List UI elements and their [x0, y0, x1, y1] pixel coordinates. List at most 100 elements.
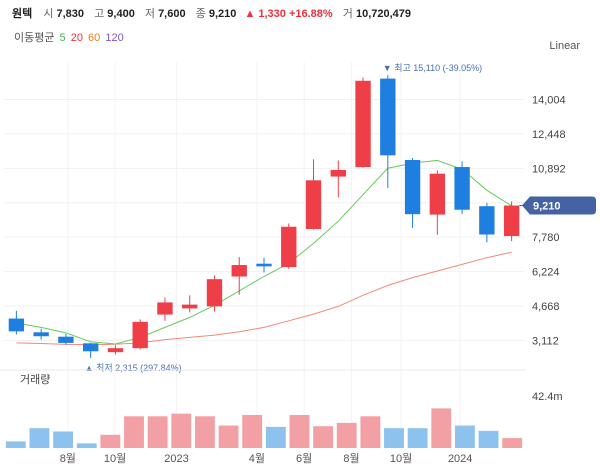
candle-body: [454, 167, 470, 210]
candle: [33, 328, 49, 340]
volume-bar: [265, 426, 286, 448]
y-tick-label: 10,892: [532, 163, 566, 175]
y-tick-label: 4,668: [532, 301, 560, 313]
candle: [132, 319, 148, 350]
candle: [82, 342, 99, 359]
volume-bar: [29, 428, 50, 448]
volume-tick-label: 42.4m: [532, 391, 563, 403]
candle-body: [107, 348, 124, 353]
candle-body: [355, 80, 371, 168]
scale-mode-button[interactable]: Linear: [549, 40, 580, 52]
candle-body: [330, 169, 346, 177]
candle: [107, 345, 124, 355]
volume-label: 거: [342, 8, 353, 20]
candle-body: [281, 226, 297, 268]
ma20-line: [16, 159, 512, 345]
x-tick-label: 8월: [60, 452, 76, 465]
candle: [58, 334, 74, 345]
volume-bar: [407, 428, 428, 448]
volume-bar: [147, 416, 168, 448]
low-label: 저: [144, 8, 155, 20]
close-label: 종: [195, 8, 206, 20]
volume-bar: [218, 425, 239, 448]
x-tick-label: 10월: [104, 452, 126, 465]
candle-body: [503, 205, 520, 237]
candle-body: [182, 304, 198, 309]
candle-body: [206, 279, 223, 307]
candle: [8, 310, 25, 335]
high-label: 고: [94, 8, 105, 20]
ma-period-60: 60: [88, 32, 101, 44]
volume-bar: [124, 416, 144, 448]
candle-body: [132, 321, 148, 349]
candle: [503, 201, 520, 242]
candle-body: [429, 173, 446, 215]
candle: [454, 161, 470, 214]
candle: [305, 159, 322, 230]
ma120-line: [16, 251, 512, 346]
volume-bar: [502, 438, 523, 448]
ma-period-5: 5: [59, 32, 66, 44]
x-tick-label: 4월: [249, 452, 265, 465]
change-value: ▲ 1,330 +16.88%: [244, 8, 333, 20]
volume-bar: [313, 426, 334, 448]
candle-body: [82, 343, 99, 352]
candle-body: [256, 263, 272, 267]
volume-bar: [242, 414, 263, 448]
volume-bar: [53, 431, 74, 448]
volume-bar: [171, 413, 192, 448]
candle: [157, 297, 173, 321]
candle: [380, 75, 396, 189]
candle: [182, 295, 198, 313]
candle-body: [8, 318, 25, 332]
high-value: 9,400: [107, 8, 135, 20]
current-price-badge: [522, 196, 596, 215]
candle: [404, 157, 421, 228]
candle: [355, 77, 371, 168]
stock-header: 원텍 시 7,830 고 9,400 저 7,600 종 9,210 ▲ 1,3…: [12, 5, 416, 21]
moving-average-label: 이동평균: [14, 32, 55, 44]
candle: [206, 275, 223, 312]
close-value: 9,210: [208, 8, 237, 20]
y-tick-label: 6,224: [532, 267, 560, 279]
y-tick-label: 3,112: [532, 335, 559, 347]
candle: [281, 223, 297, 269]
current-price-label: 9,210: [533, 201, 561, 213]
volume-bar: [478, 430, 499, 448]
volume-bar: [384, 428, 404, 448]
x-tick-label: 10월: [390, 452, 412, 465]
high-marker-label: ▼ 최고 15,110 (-39.05%): [383, 63, 482, 73]
open-value: 7,830: [56, 8, 85, 20]
candle-body: [404, 159, 421, 215]
candle-body: [157, 302, 173, 315]
candle-body: [380, 78, 396, 156]
volume-bar: [100, 434, 121, 448]
y-tick-label: 12,448: [532, 129, 566, 141]
volume-panel-title: 거래량: [20, 373, 50, 386]
x-tick-label: 6월: [296, 452, 312, 465]
low-value: 7,600: [158, 8, 186, 20]
candle-body: [231, 265, 247, 277]
moving-average-legend[interactable]: 이동평균 5 20 60 120: [12, 29, 124, 45]
candle: [330, 160, 346, 198]
volume-bar: [360, 416, 381, 448]
x-tick-label: 8월: [343, 452, 359, 465]
volume-bar: [194, 416, 215, 448]
open-label: 시: [43, 8, 54, 20]
volume-value: 10,720,479: [355, 8, 412, 20]
low-marker-label: ▲ 최저 2,315 (297.84%): [85, 363, 182, 373]
candle: [429, 170, 446, 235]
volume-bar: [431, 408, 452, 448]
y-tick-label: 14,004: [532, 95, 566, 107]
volume-bar: [336, 422, 357, 448]
candle: [256, 257, 272, 273]
ma-period-20: 20: [70, 32, 83, 44]
volume-bar: [5, 441, 26, 448]
candle: [231, 257, 247, 295]
volume-bar: [454, 425, 475, 448]
stock-name: 원텍: [12, 8, 33, 20]
candle-body: [33, 332, 49, 337]
volume-bar: [76, 443, 97, 448]
x-tick-label: 2023: [164, 453, 188, 465]
